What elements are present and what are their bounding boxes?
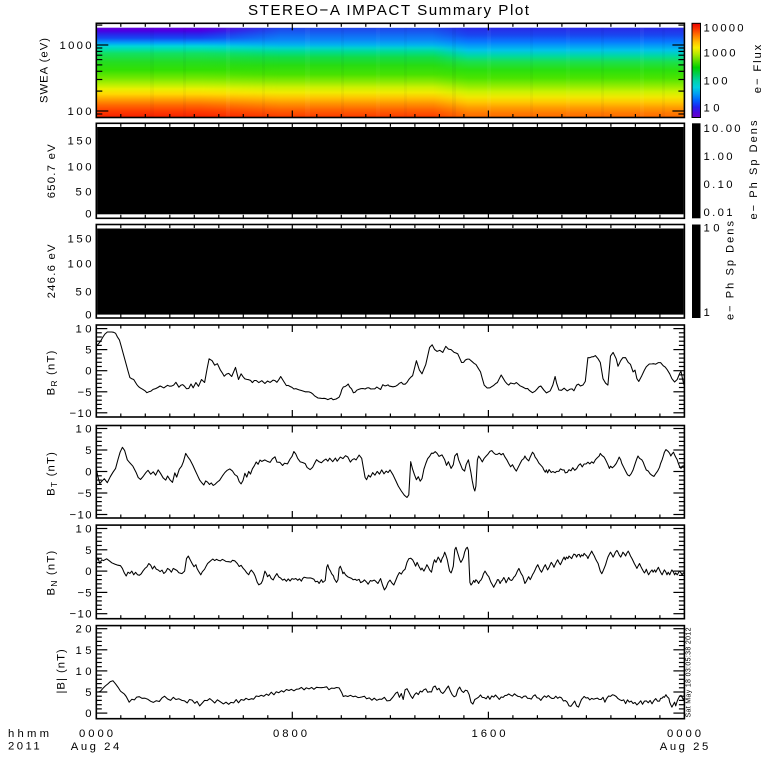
svg-text:Aug 25: Aug 25	[660, 741, 709, 753]
svg-text:−5: −5	[78, 488, 92, 500]
svg-text:10.00: 10.00	[704, 123, 741, 135]
svg-text:650.7 eV: 650.7 eV	[46, 144, 58, 198]
svg-text:100: 100	[68, 106, 92, 118]
svg-text:100: 100	[704, 75, 728, 87]
svg-text:−10: −10	[70, 510, 92, 522]
svg-text:|B| (nT): |B| (nT)	[56, 648, 68, 693]
svg-text:e− Ph Sp Dens: e− Ph Sp Dens	[725, 221, 737, 321]
svg-text:100: 100	[68, 259, 92, 271]
svg-text:−5: −5	[78, 587, 92, 599]
svg-text:−10: −10	[70, 609, 92, 621]
svg-text:0: 0	[85, 366, 91, 378]
svg-text:e− Ph Sp Dens: e− Ph Sp Dens	[748, 120, 760, 220]
svg-text:Aug 24: Aug 24	[71, 741, 120, 753]
svg-text:0: 0	[85, 566, 91, 578]
svg-text:BN (nT): BN (nT)	[46, 550, 60, 596]
svg-text:100: 100	[68, 161, 92, 173]
svg-text:0: 0	[85, 309, 91, 321]
svg-text:150: 150	[68, 136, 92, 148]
svg-text:BT (nT): BT (nT)	[46, 451, 60, 496]
svg-text:0: 0	[85, 708, 91, 720]
svg-text:−10: −10	[70, 408, 92, 420]
svg-text:1.00: 1.00	[704, 151, 733, 163]
svg-text:0: 0	[85, 467, 91, 479]
svg-text:0: 0	[85, 209, 91, 221]
svg-text:5: 5	[85, 687, 91, 699]
svg-text:0.10: 0.10	[704, 179, 733, 191]
svg-text:10000: 10000	[704, 23, 744, 35]
svg-text:5: 5	[85, 445, 91, 457]
svg-text:0.01: 0.01	[704, 207, 733, 219]
svg-text:Sat May 18 03:05:38 2012: Sat May 18 03:05:38 2012	[686, 627, 693, 717]
svg-text:e− Flux: e− Flux	[752, 44, 764, 93]
svg-text:246.6 eV: 246.6 eV	[46, 244, 58, 298]
svg-text:BR (nT): BR (nT)	[46, 349, 60, 395]
svg-text:5: 5	[85, 545, 91, 557]
svg-text:STEREO−A IMPACT Summary Plot: STEREO−A IMPACT Summary Plot	[248, 2, 530, 19]
svg-text:−5: −5	[78, 387, 92, 399]
svg-text:hhmm: hhmm	[8, 728, 49, 740]
svg-text:150: 150	[68, 234, 92, 246]
svg-text:1: 1	[704, 307, 710, 319]
svg-text:SWEA (eV): SWEA (eV)	[38, 38, 50, 103]
svg-text:5: 5	[85, 345, 91, 357]
